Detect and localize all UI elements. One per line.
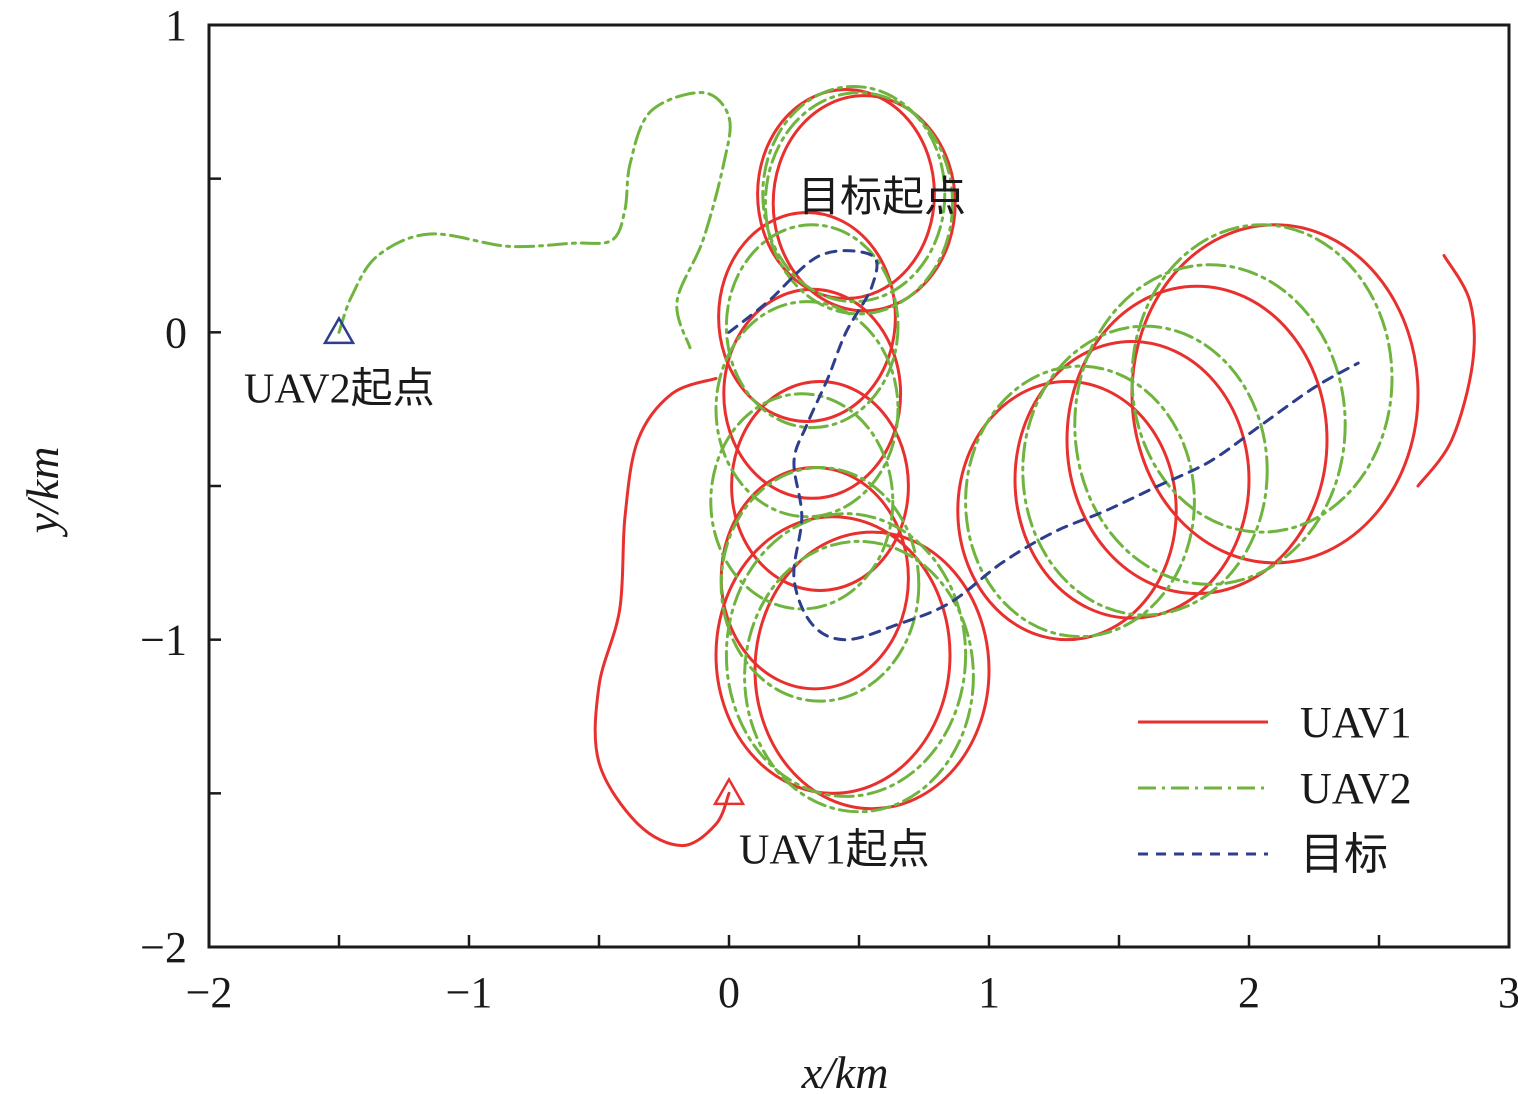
legend-label: UAV1: [1300, 698, 1412, 747]
annotation-label: 目标起点: [798, 175, 966, 221]
annotations: UAV2起点 UAV1起点 目标起点: [244, 175, 966, 873]
legend-label: UAV2: [1300, 764, 1412, 813]
x-tick-label: 1: [978, 968, 1000, 1017]
series-path: [727, 249, 1360, 642]
series-orbit: [753, 530, 991, 811]
series-orbit: [956, 380, 1178, 642]
start-markers: [322, 315, 746, 806]
series-orbit: [717, 210, 897, 423]
series-UAV2: [337, 84, 1394, 814]
x-tick-label: 2: [1238, 968, 1260, 1017]
series-tail: [1416, 254, 1476, 488]
series-lead-in: [337, 91, 732, 350]
series-orbit: [1130, 223, 1394, 534]
x-tick-label: −1: [446, 968, 493, 1017]
legend-label: 目标: [1300, 830, 1388, 879]
annotation-label: UAV2起点: [244, 366, 435, 412]
series-目标: [727, 249, 1360, 642]
series-orbit: [714, 515, 952, 795]
y-tick-label: 1: [165, 1, 187, 50]
series-orbit: [1021, 324, 1269, 617]
x-tick-label: −2: [186, 968, 233, 1017]
series-lead-in: [593, 376, 731, 848]
y-tick-label: 0: [165, 308, 187, 357]
x-tick-label: 3: [1498, 968, 1518, 1017]
series-orbit: [724, 512, 968, 798]
legend: UAV1 UAV2 目标: [1138, 698, 1412, 879]
y-tick-label: −1: [140, 616, 187, 665]
series-orbit: [1065, 284, 1329, 596]
series-layer: [337, 84, 1476, 848]
y-tick-label: −2: [140, 923, 187, 972]
series-orbit: [719, 466, 921, 703]
axis-ticks: [207, 23, 1511, 949]
series-UAV1: [593, 88, 1476, 848]
series-orbit: [964, 364, 1196, 639]
series-orbit: [724, 223, 900, 430]
x-axis-label: x/km: [801, 1047, 889, 1094]
uav2-start-marker: [322, 315, 356, 345]
series-orbit: [1073, 263, 1347, 586]
uav1-start-marker: [712, 776, 746, 806]
x-tick-label: 0: [718, 968, 740, 1017]
axis-tick-labels: −2 −1 0 1 2 3 −2 −1 0 1: [140, 1, 1518, 1017]
series-orbit: [763, 91, 955, 316]
series-orbit: [714, 300, 900, 519]
series-orbit: [761, 84, 947, 304]
y-axis-label: y/km: [17, 447, 68, 538]
series-orbit: [1013, 340, 1251, 620]
series-orbit: [743, 539, 975, 814]
series-orbit: [730, 380, 910, 592]
annotation-label: UAV1起点: [739, 827, 930, 873]
